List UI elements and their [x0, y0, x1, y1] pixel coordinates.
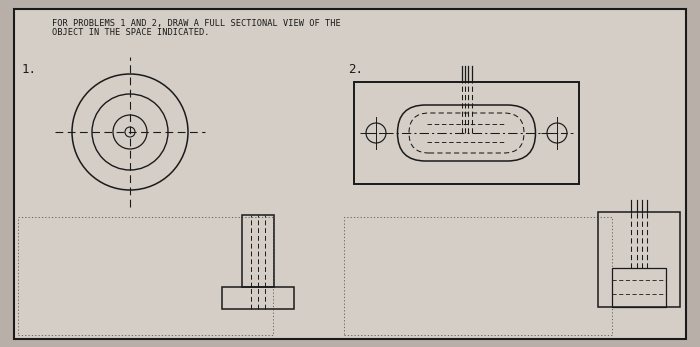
Text: 2.: 2.	[348, 62, 363, 76]
Bar	[222, 287, 294, 309]
Bar	[242, 215, 274, 287]
Bar	[598, 212, 680, 307]
Bar	[18, 217, 273, 335]
Text: OBJECT IN THE SPACE INDICATED.: OBJECT IN THE SPACE INDICATED.	[52, 28, 209, 37]
Bar	[344, 217, 612, 335]
Text: FOR PROBLEMS 1 AND 2, DRAW A FULL SECTIONAL VIEW OF THE: FOR PROBLEMS 1 AND 2, DRAW A FULL SECTIO…	[52, 19, 341, 28]
Bar	[354, 82, 579, 184]
Text: 1.: 1.	[22, 62, 37, 76]
Bar	[612, 268, 666, 307]
